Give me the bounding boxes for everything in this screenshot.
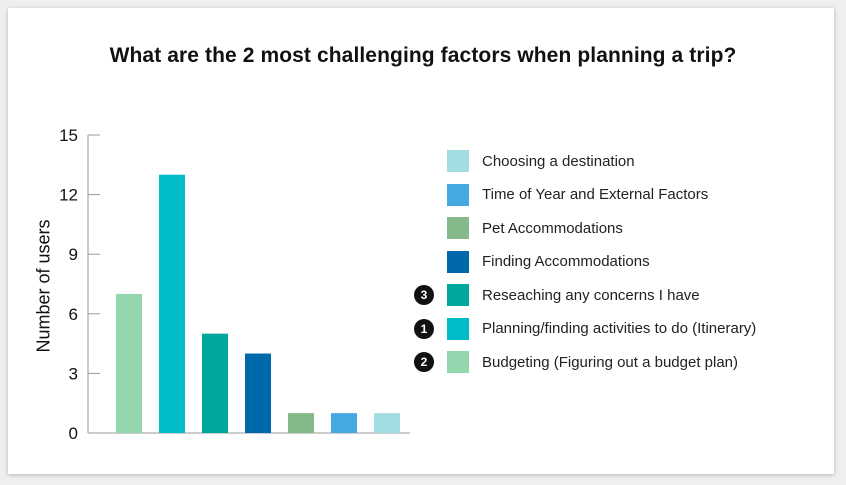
- legend-label: Time of Year and External Factors: [482, 186, 709, 203]
- bar-4: Finding Accommodations: 4: [245, 353, 271, 433]
- bar-3: Reseaching any concerns I have: 5: [202, 333, 228, 433]
- legend-item: Planning/finding activities to do (Itine…: [447, 317, 757, 340]
- legend-swatch: [447, 284, 469, 306]
- y-tick-label: 9: [69, 245, 78, 264]
- bar-7: Choosing a destination: 1: [374, 413, 400, 433]
- legend-swatch: [447, 351, 469, 373]
- legend-item: Pet Accommodations: [447, 217, 623, 239]
- legend-item: Finding Accommodations: [447, 250, 650, 273]
- legend-item: Reseaching any concerns I have: [447, 284, 700, 306]
- legend-swatch: [447, 150, 469, 172]
- legend-swatch: [447, 250, 469, 273]
- legend-swatch: [447, 317, 469, 340]
- legend-label: Budgeting (Figuring out a budget plan): [482, 353, 739, 371]
- legend-label: Planning/finding activities to do (Itine…: [482, 320, 757, 337]
- legend-item: Budgeting (Figuring out a budget plan): [447, 351, 738, 373]
- y-tick-label: 0: [69, 424, 78, 443]
- legend-swatch: [447, 183, 469, 206]
- legend-label: Reseaching any concerns I have: [482, 286, 700, 304]
- chart-title: What are the 2 most challenging factors …: [109, 44, 737, 67]
- bar-1: Budgeting (Figuring out a budget plan): …: [116, 293, 142, 433]
- legend-swatch: [447, 217, 469, 239]
- bar-5: Pet Accommodations: 1: [288, 413, 314, 433]
- legend-label: Choosing a destination: [482, 152, 635, 170]
- rank-badge: 1: [414, 318, 434, 339]
- legend-label: Pet Accommodations: [482, 219, 623, 237]
- y-tick-label: 3: [69, 364, 78, 383]
- y-tick-label: 12: [59, 186, 78, 205]
- bar-2: Planning/finding activities to do (Itine…: [159, 174, 185, 433]
- legend-label: Finding Accommodations: [482, 253, 650, 270]
- rank-badge: 2: [414, 352, 434, 372]
- chart-card: [8, 8, 834, 474]
- rank-badge: 3: [414, 285, 434, 305]
- legend-item: Choosing a destination: [447, 150, 635, 172]
- legend-item: Time of Year and External Factors: [447, 183, 709, 206]
- y-tick-label: 6: [69, 305, 78, 324]
- bar-6: Time of Year and External Factors: 1: [331, 413, 357, 433]
- y-tick-label: 15: [59, 126, 78, 145]
